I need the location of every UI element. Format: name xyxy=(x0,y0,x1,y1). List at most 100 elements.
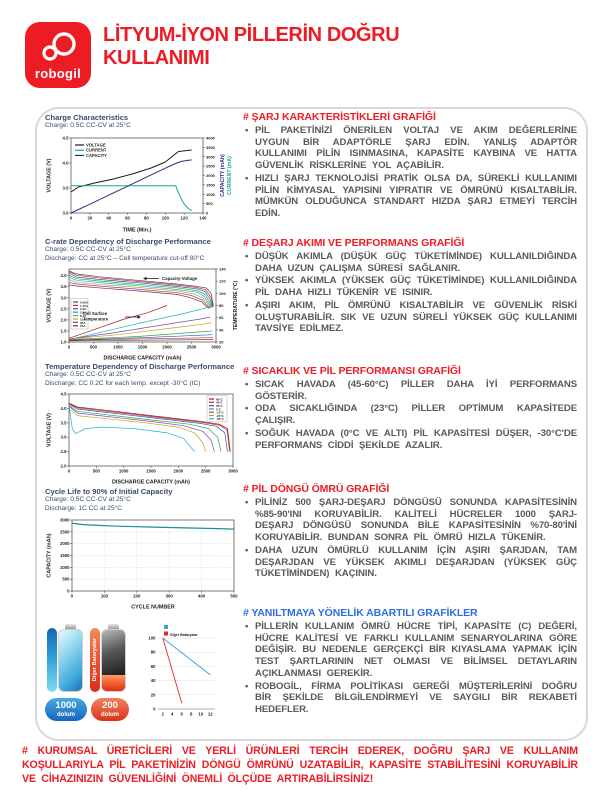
svg-text:400: 400 xyxy=(198,593,206,598)
svg-text:3.5: 3.5 xyxy=(61,284,68,289)
svg-text:-20°C: -20°C xyxy=(216,414,225,418)
svg-text:2: 2 xyxy=(162,712,165,717)
section-sarj-karakteristikleri: # ŞARJ KARAKTERİSTİKLERİ GRAFİĞİ PİL PAK… xyxy=(243,111,577,221)
svg-text:2500: 2500 xyxy=(206,163,216,168)
svg-text:120: 120 xyxy=(181,215,189,220)
battery-body xyxy=(101,629,126,692)
svg-text:20A: 20A xyxy=(80,321,86,325)
svg-text:15A: 15A xyxy=(80,317,86,321)
svg-text:2000: 2000 xyxy=(174,468,184,473)
blue-cycles-unit: dolum xyxy=(57,711,75,718)
chart-title: Cycle Life to 90% of Initial Capacity xyxy=(45,487,173,496)
svg-text:CAPACITY: CAPACITY xyxy=(86,153,107,158)
svg-text:4.0: 4.0 xyxy=(61,406,68,411)
svg-text:VOLTAGE (V): VOLTAGE (V) xyxy=(47,288,53,322)
c-rate-discharge-chart: 0 500 1000 1500 2000 2500 3000 1.0 1.5 2.0 2.5 3.0 3… xyxy=(47,266,240,361)
svg-text:TIME (Min.): TIME (Min.) xyxy=(123,227,152,233)
svg-text:3000: 3000 xyxy=(206,154,216,159)
svg-text:40: 40 xyxy=(151,678,156,683)
page-title: LİTYUM-İYON PİLLERİN DOĞRU KULLANIMI xyxy=(103,24,400,70)
footer-note: # KURUMSAL ÜRETİCİLERİ VE YERLİ ÜRÜNLERİ… xyxy=(22,745,578,785)
svg-text:1.5: 1.5 xyxy=(61,328,68,333)
blue-cycles-value: 1000 xyxy=(55,700,77,712)
bullet-item: YÜKSEK AKIMLA (YÜKSEK GÜÇ TÜKETİMİNDE) K… xyxy=(243,275,577,298)
bullet-item: SOĞUK HAVADA (0°C VE ALTI) PİL KAPASİTES… xyxy=(243,428,577,451)
section-heading: # ŞARJ KARAKTERİSTİKLERİ GRAFİĞİ xyxy=(243,111,436,123)
svg-text:1500: 1500 xyxy=(60,553,70,558)
robogil-battery-illustration xyxy=(58,624,83,692)
svg-text:0: 0 xyxy=(68,468,71,473)
chart-card-temperature: Temperature Dependency of Discharge Perf… xyxy=(45,362,243,485)
svg-text:DISCHARGE CAPACITY (mAh): DISCHARGE CAPACITY (mAh) xyxy=(104,355,182,361)
svg-text:3000: 3000 xyxy=(228,468,238,473)
temperature-discharge-chart: 0 500 1000 1500 2000 2500 3000 2.0 2.5 3.0 3.5 4.0 4… xyxy=(47,391,239,485)
svg-text:500: 500 xyxy=(62,577,70,582)
charge-characteristics-chart: 0 20 40 60 80 100 120 140 3.0 3.5 4.0 4.5 0 500 1000 15… xyxy=(47,135,234,233)
page-title-line1: LİTYUM-İYON PİLLERİN DOĞRU xyxy=(103,24,400,46)
other-batteries-bar: Diğer Bataryalar xyxy=(90,628,100,692)
svg-text:1000: 1000 xyxy=(119,468,129,473)
bullet-item: DÜŞÜK AKIMLA (DÜŞÜK GÜÇ TÜKETİMİNDE) KUL… xyxy=(243,251,577,274)
chart-subtitle: Charge: 0.5C CC-CV at 25°C xyxy=(45,246,131,254)
svg-text:1.45A: 1.45A xyxy=(80,304,89,308)
cycle-life-chart: 0 100 200 300 400 500 0 500 1000 1500 2000 2500 3000… xyxy=(47,517,239,610)
battery-cap xyxy=(108,624,119,629)
svg-text:2.0: 2.0 xyxy=(61,317,68,322)
blue-cycles-badge: 1000 dolum xyxy=(45,698,87,721)
svg-text:Capacity-Voltage: Capacity-Voltage xyxy=(162,276,198,281)
svg-text:4.0: 4.0 xyxy=(63,160,70,165)
bullet-item: AŞIRI AKIM, PİL ÖMRÜNÜ KISALTABİLİR VE G… xyxy=(243,300,577,335)
section-heading: # DEŞARJ AKIMI VE PERFORMANS GRAFİĞİ xyxy=(243,237,465,249)
svg-text:1000: 1000 xyxy=(60,565,70,570)
svg-text:120: 120 xyxy=(219,279,226,284)
svg-text:2.5: 2.5 xyxy=(61,306,68,311)
svg-text:3000: 3000 xyxy=(60,517,70,522)
svg-text:2000: 2000 xyxy=(60,541,70,546)
svg-text:4.5: 4.5 xyxy=(61,391,68,396)
svg-text:2500: 2500 xyxy=(60,529,70,534)
svg-text:TEMPERATURE (°C): TEMPERATURE (°C) xyxy=(233,280,239,330)
chart-subtitle: Discharge: CC at 25°C – Cell temperature… xyxy=(45,254,205,262)
svg-text:60: 60 xyxy=(151,664,156,669)
svg-text:4.0: 4.0 xyxy=(61,273,68,278)
svg-text:25A: 25A xyxy=(80,324,86,328)
chart-card-cycle-life: Cycle Life to 90% of Initial Capacity Ch… xyxy=(45,487,243,610)
svg-text:4000: 4000 xyxy=(206,135,216,140)
svg-text:500: 500 xyxy=(206,201,213,206)
battery-comparison-graphic: Diğer Bataryalar 1000 dolum 200 dolum 2 4… xyxy=(45,614,243,732)
svg-text:1500: 1500 xyxy=(206,182,216,187)
svg-text:10: 10 xyxy=(198,712,203,717)
svg-text:100: 100 xyxy=(162,215,170,220)
svg-text:4.5: 4.5 xyxy=(63,135,70,140)
section-heading: # YANILTMAYA YÖNELİK ABARTILI GRAFİKLER xyxy=(243,607,478,619)
svg-text:60: 60 xyxy=(219,315,224,320)
svg-text:12: 12 xyxy=(208,712,213,717)
svg-text:4: 4 xyxy=(171,712,174,717)
svg-text:1500: 1500 xyxy=(138,344,148,349)
content-panel: Charge Characteristics Charge: 0.5C CC-C… xyxy=(35,107,588,741)
svg-text:3000: 3000 xyxy=(211,344,221,349)
svg-text:20: 20 xyxy=(151,692,156,697)
chart-card-c-rate: C-rate Dependency of Discharge Performan… xyxy=(45,237,243,361)
svg-text:0°C: 0°C xyxy=(216,407,222,411)
chart-subtitle: Discharge: 1C CC at 25°C xyxy=(45,504,123,512)
section-sicaklik-performans: # SICAKLIK VE PİL PERFORMANSI GRAFİĞİ SI… xyxy=(243,365,577,452)
red-cycles-value: 200 xyxy=(102,700,118,712)
robogil-logo-icon xyxy=(42,32,76,61)
svg-text:25°C: 25°C xyxy=(216,404,224,408)
svg-text:45°C: 45°C xyxy=(216,401,224,405)
capacity-decline-mini-chart: 2 4 6 8 10 12 0 20 40 60 80 100 Diğer Bataryalar xyxy=(148,625,215,717)
svg-text:Diğer Bataryalar: Diğer Bataryalar xyxy=(170,633,198,637)
svg-text:2.9A: 2.9A xyxy=(80,307,87,311)
svg-text:2.5: 2.5 xyxy=(61,449,68,454)
section-heading: # SICAKLIK VE PİL PERFORMANSI GRAFİĞİ xyxy=(243,365,461,377)
svg-text:0: 0 xyxy=(206,210,209,215)
svg-text:CAPACITY (mAh): CAPACITY (mAh) xyxy=(47,533,53,577)
svg-text:3.0: 3.0 xyxy=(61,295,68,300)
svg-text:20: 20 xyxy=(87,215,92,220)
svg-text:DISCHARGE CAPACITY (mAh): DISCHARGE CAPACITY (mAh) xyxy=(112,479,190,485)
svg-text:80: 80 xyxy=(219,303,224,308)
other-batteries-label: Diğer Bataryalar xyxy=(92,638,98,682)
svg-text:Cell Surface: Cell Surface xyxy=(83,311,108,316)
